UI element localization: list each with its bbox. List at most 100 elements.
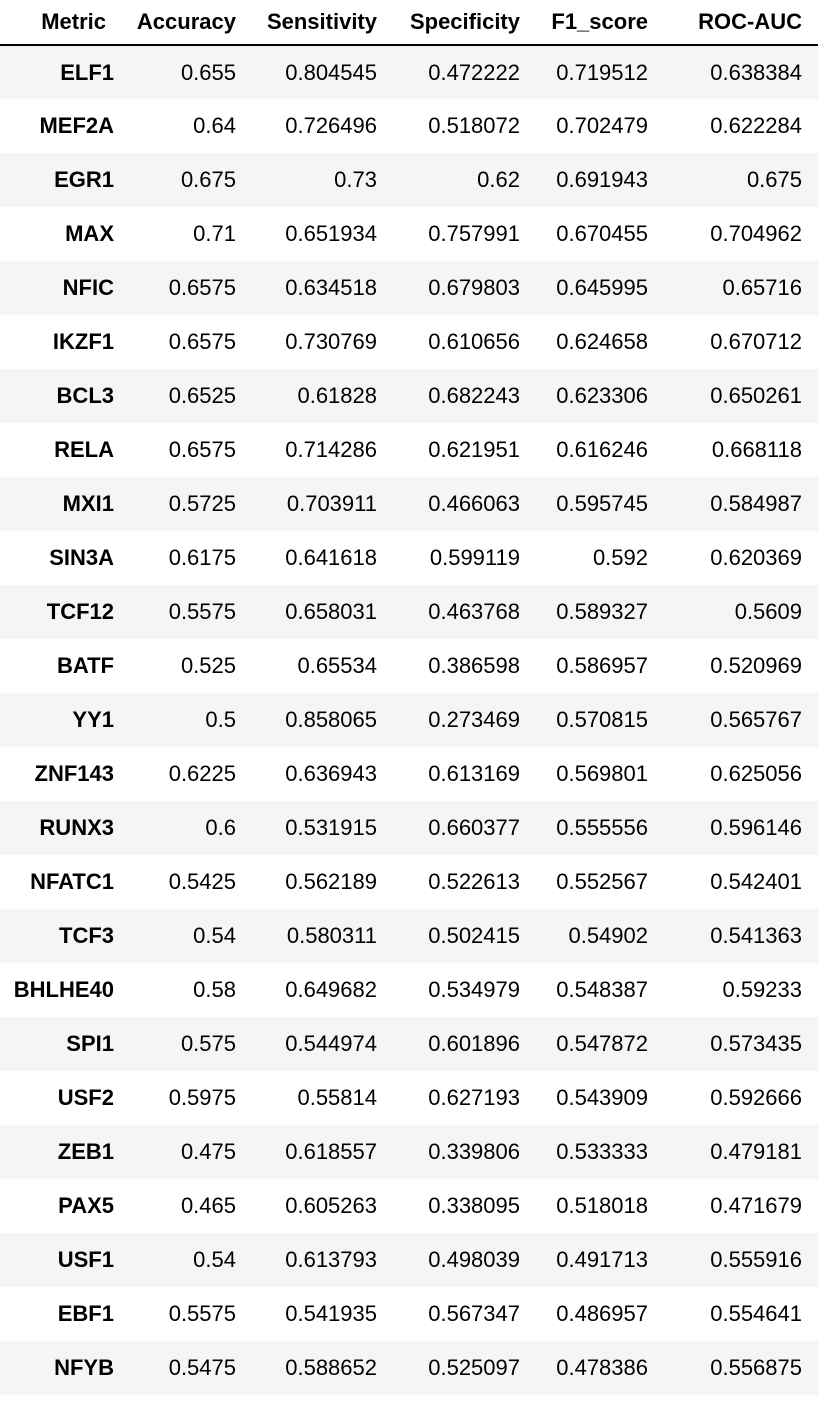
row-label: MAX [65, 221, 114, 246]
cell-roc-auc: 0.542401 [710, 869, 802, 894]
row-label: NFATC1 [30, 869, 114, 894]
cell-roc-auc: 0.650261 [710, 383, 802, 408]
row-label: NFYB [54, 1355, 114, 1380]
cell-accuracy: 0.6575 [168, 437, 236, 462]
cell-specificity: 0.525097 [428, 1355, 520, 1380]
cell-roc-auc: 0.556875 [710, 1355, 802, 1380]
cell-accuracy: 0.6225 [168, 761, 236, 786]
cell-accuracy: 0.5425 [168, 869, 236, 894]
cell-specificity: 0.498039 [428, 1247, 520, 1272]
cell-sensitivity: 0.649682 [285, 977, 377, 1002]
cell-sensitivity: 0.651934 [285, 221, 377, 246]
cell-sensitivity: 0.531915 [285, 815, 377, 840]
cell-sensitivity: 0.613793 [285, 1247, 377, 1272]
table-row: SIN3A 0.6175 0.641618 0.599119 0.592 0.620369 [0, 531, 818, 585]
cell-specificity: 0.522613 [428, 869, 520, 894]
cell-accuracy: 0.6175 [168, 545, 236, 570]
table-row: USF1 0.54 0.613793 0.498039 0.491713 0.555916 [0, 1233, 818, 1287]
cell-accuracy: 0.525 [180, 653, 236, 678]
row-label: ZEB1 [57, 1139, 114, 1164]
cell-sensitivity: 0.804545 [285, 59, 377, 85]
row-label: ELF1 [60, 59, 114, 85]
table-row: ZNF143 0.6225 0.636943 0.613169 0.569801 0.62… [0, 747, 818, 801]
cell-accuracy: 0.675 [180, 167, 236, 192]
cell-f1-score: 0.702479 [556, 113, 648, 138]
cell-accuracy: 0.6 [205, 815, 236, 840]
cell-accuracy: 0.5725 [168, 491, 236, 516]
table-row: SPI1 0.575 0.544974 0.601896 0.547872 0.57343… [0, 1017, 818, 1071]
cell-roc-auc: 0.541363 [710, 923, 802, 948]
table-row: PAX5 0.465 0.605263 0.338095 0.518018 0.47167… [0, 1179, 818, 1233]
column-header-roc-auc: ROC-AUC [664, 0, 818, 46]
cell-sensitivity: 0.544974 [285, 1031, 377, 1056]
cell-roc-auc: 0.668118 [711, 437, 802, 462]
table-row: TCF3 0.54 0.580311 0.502415 0.54902 0.541363 [0, 909, 818, 963]
cell-f1-score: 0.623306 [556, 383, 648, 408]
row-label: BATF [56, 653, 114, 678]
cell-sensitivity: 0.658031 [285, 599, 377, 624]
column-header-specificity: Specificity [393, 0, 536, 46]
cell-roc-auc: 0.471679 [710, 1193, 802, 1218]
cell-f1-score: 0.592 [592, 545, 648, 570]
table-row: ELF1 0.655 0.804545 0.472222 0.719512 0.63838… [0, 45, 818, 99]
row-label: USF2 [57, 1085, 114, 1110]
column-header-sensitivity: Sensitivity [252, 0, 393, 46]
cell-sensitivity: 0.714286 [285, 437, 377, 462]
cell-roc-auc: 0.520969 [710, 653, 802, 678]
cell-roc-auc: 0.573435 [710, 1031, 802, 1056]
cell-sensitivity: 0.730769 [285, 329, 377, 354]
row-label: IKZF1 [52, 329, 114, 354]
cell-sensitivity: 0.636943 [285, 761, 377, 786]
cell-specificity: 0.62 [477, 167, 520, 192]
row-label: MXI1 [62, 491, 114, 516]
row-label: RUNX3 [39, 815, 114, 840]
row-label: TCF12 [46, 599, 114, 624]
cell-accuracy: 0.54 [193, 1247, 236, 1272]
cell-roc-auc: 0.584987 [710, 491, 802, 516]
cell-specificity: 0.386598 [428, 653, 520, 678]
row-label: BHLHE40 [13, 977, 114, 1002]
cell-f1-score: 0.595745 [556, 491, 648, 516]
cell-sensitivity: 0.726496 [285, 113, 377, 138]
cell-sensitivity: 0.858065 [285, 707, 377, 732]
cell-sensitivity: 0.588652 [285, 1355, 377, 1380]
row-label: EGR1 [54, 167, 114, 192]
cell-roc-auc: 0.65716 [722, 275, 802, 300]
cell-roc-auc: 0.565767 [710, 707, 802, 732]
cell-accuracy: 0.6575 [168, 329, 236, 354]
cell-accuracy: 0.5 [205, 707, 236, 732]
cell-roc-auc: 0.638384 [710, 59, 802, 85]
cell-f1-score: 0.555556 [556, 815, 648, 840]
cell-f1-score: 0.478386 [556, 1355, 648, 1380]
cell-accuracy: 0.5575 [168, 599, 236, 624]
table-row: TCF12 0.5575 0.658031 0.463768 0.589327 0.560… [0, 585, 818, 639]
cell-f1-score: 0.543909 [556, 1085, 648, 1110]
row-label: TCF3 [59, 923, 114, 948]
header-row: Metric Accuracy Sensitivity Specificity F1_s… [0, 0, 818, 46]
cell-specificity: 0.534979 [428, 977, 520, 1002]
cell-accuracy: 0.58 [193, 977, 236, 1002]
cell-f1-score: 0.569801 [556, 761, 648, 786]
table-row: BATF 0.525 0.65534 0.386598 0.586957 0.520969 [0, 639, 818, 693]
cell-specificity: 0.472222 [428, 59, 520, 85]
table-row: IKZF1 0.6575 0.730769 0.610656 0.624658 0.670… [0, 315, 818, 369]
cell-f1-score: 0.586957 [556, 653, 648, 678]
cell-roc-auc: 0.59233 [722, 977, 802, 1002]
table-row: EGR1 0.675 0.73 0.62 0.691943 0.675 [0, 153, 818, 207]
cell-f1-score: 0.691943 [556, 167, 648, 192]
cell-sensitivity: 0.703911 [286, 491, 377, 516]
cell-specificity: 0.601896 [428, 1031, 520, 1056]
row-label: BCL3 [56, 383, 114, 408]
cell-roc-auc: 0.625056 [710, 761, 802, 786]
cell-roc-auc: 0.596146 [710, 815, 802, 840]
cell-sensitivity: 0.580311 [286, 923, 377, 948]
column-header-metric: Metric [0, 0, 122, 46]
row-label: PAX5 [58, 1193, 114, 1218]
table-row: RELA 0.6575 0.714286 0.621951 0.616246 0.6681… [0, 423, 818, 477]
cell-f1-score: 0.552567 [556, 869, 648, 894]
column-header-f1-score: F1_score [536, 0, 664, 46]
cell-roc-auc: 0.675 [746, 167, 802, 192]
cell-specificity: 0.621951 [428, 437, 520, 462]
cell-specificity: 0.679803 [428, 275, 520, 300]
cell-accuracy: 0.54 [193, 923, 236, 948]
